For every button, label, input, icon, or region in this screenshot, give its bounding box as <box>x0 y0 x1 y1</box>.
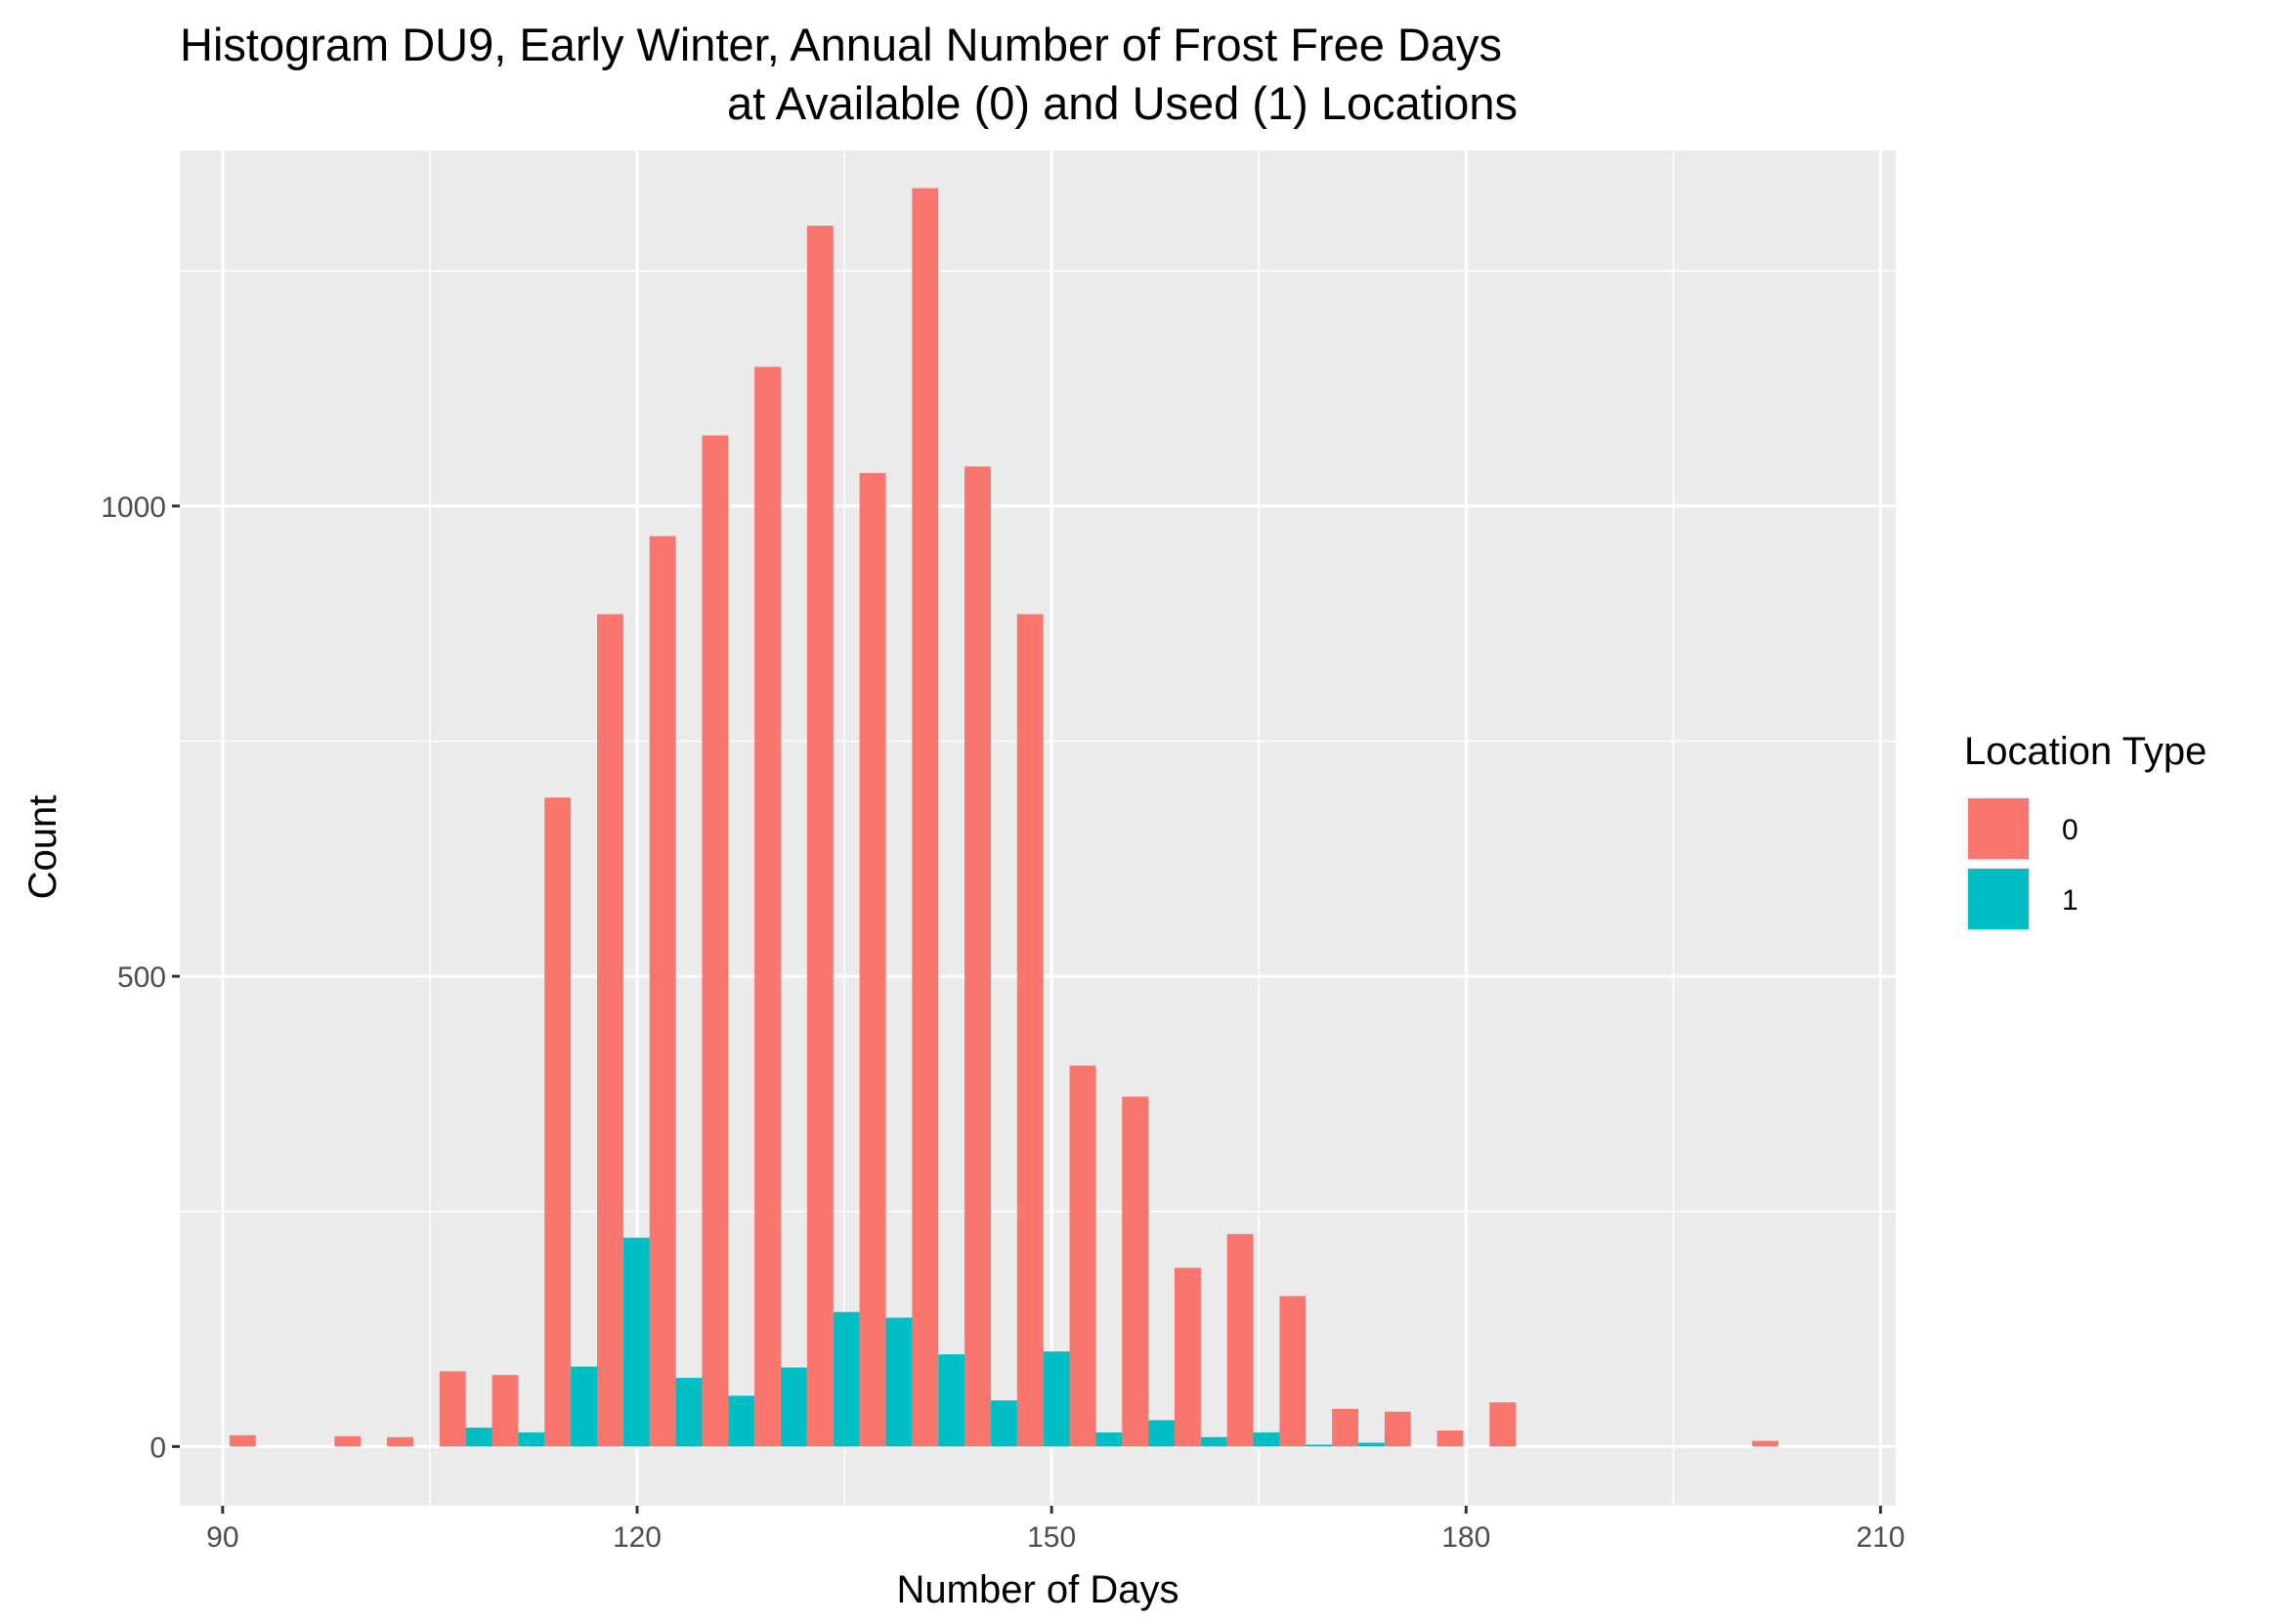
bar-series-1 <box>1148 1420 1175 1447</box>
bar-series-0 <box>1279 1296 1307 1447</box>
bar-series-1 <box>885 1317 913 1447</box>
x-tick-label: 180 <box>1441 1521 1490 1554</box>
bar-series-0 <box>1436 1430 1464 1447</box>
bar-series-0 <box>649 535 676 1447</box>
bar-series-0 <box>492 1375 519 1447</box>
bar-series-0 <box>964 466 991 1447</box>
bar-series-1 <box>781 1367 807 1447</box>
legend-swatch-0 <box>1968 798 2029 859</box>
bar-series-1 <box>1095 1432 1123 1447</box>
bar-series-1 <box>990 1400 1017 1447</box>
bar-series-1 <box>518 1432 545 1447</box>
bar-series-0 <box>544 797 572 1447</box>
x-tick-label: 210 <box>1856 1521 1905 1554</box>
x-axis-title: Number of Days <box>897 1568 1179 1611</box>
bar-series-0 <box>439 1371 466 1447</box>
y-axis: 0 500 1000 <box>101 491 180 1464</box>
bar-series-0 <box>1174 1267 1201 1447</box>
bar-series-1 <box>622 1237 650 1447</box>
x-tick-label: 90 <box>206 1521 238 1554</box>
bar-series-1 <box>465 1428 493 1447</box>
chart-title-line1: Histogram DU9, Early Winter, Annual Numb… <box>180 19 1502 70</box>
bar-series-0 <box>702 435 729 1447</box>
legend-label-1: 1 <box>2062 884 2078 917</box>
y-tick-label: 1000 <box>101 491 166 524</box>
legend-label-0: 0 <box>2062 814 2078 846</box>
bar-series-1 <box>1043 1351 1070 1447</box>
bar-series-0 <box>1122 1096 1149 1447</box>
bar-series-0 <box>1016 614 1044 1447</box>
bar-series-0 <box>912 188 939 1447</box>
bar-series-0 <box>754 366 782 1447</box>
bar-series-0 <box>806 226 834 1447</box>
bar-series-1 <box>1358 1442 1385 1447</box>
legend-title: Location Type <box>1964 730 2207 773</box>
bar-series-0 <box>1489 1402 1517 1447</box>
bar-series-1 <box>571 1366 597 1447</box>
bar-series-0 <box>1332 1408 1359 1447</box>
bar-series-0 <box>1226 1233 1254 1447</box>
bar-series-0 <box>229 1434 256 1447</box>
y-axis-title: Count <box>21 795 64 900</box>
chart-title-line2: at Available (0) and Used (1) Locations <box>727 77 1518 129</box>
y-tick-label: 0 <box>150 1432 166 1464</box>
x-axis: 90 120 150 180 210 <box>206 1506 1905 1554</box>
bar-series-0 <box>859 473 886 1447</box>
bars <box>229 188 1778 1447</box>
bar-series-0 <box>387 1436 413 1447</box>
bar-series-1 <box>1253 1432 1280 1447</box>
bar-series-0 <box>1069 1065 1096 1447</box>
bar-series-1 <box>675 1378 703 1447</box>
bar-series-1 <box>1306 1444 1333 1447</box>
bar-series-1 <box>833 1311 860 1447</box>
bar-series-1 <box>728 1395 755 1447</box>
bar-series-0 <box>596 614 623 1447</box>
bar-series-0 <box>1751 1440 1778 1447</box>
legend-swatch-1 <box>1968 869 2029 929</box>
x-tick-label: 120 <box>613 1521 662 1554</box>
x-tick-label: 150 <box>1027 1521 1076 1554</box>
bar-series-1 <box>938 1354 965 1447</box>
bar-series-1 <box>1200 1436 1227 1447</box>
bar-series-0 <box>334 1435 362 1447</box>
y-tick-label: 500 <box>117 962 166 994</box>
legend: Location Type 0 1 <box>1964 730 2207 931</box>
bar-series-0 <box>1384 1411 1411 1447</box>
